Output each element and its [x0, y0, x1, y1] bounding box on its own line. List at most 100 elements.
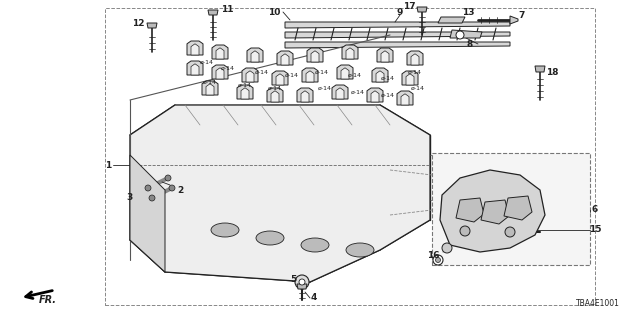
Bar — [432, 153, 590, 265]
Text: 10: 10 — [268, 7, 280, 17]
Polygon shape — [216, 48, 224, 59]
Polygon shape — [438, 17, 465, 23]
Polygon shape — [306, 71, 314, 82]
Polygon shape — [191, 64, 199, 75]
Circle shape — [435, 258, 440, 262]
Text: ø-14: ø-14 — [348, 73, 362, 77]
Polygon shape — [277, 51, 293, 65]
Polygon shape — [301, 91, 309, 102]
Polygon shape — [377, 48, 393, 62]
Text: 17: 17 — [403, 2, 416, 11]
Text: ø-14: ø-14 — [203, 79, 217, 84]
Polygon shape — [247, 48, 263, 62]
Polygon shape — [242, 68, 258, 82]
Polygon shape — [297, 284, 307, 289]
Text: FR.: FR. — [39, 295, 57, 305]
Polygon shape — [241, 88, 249, 99]
Text: 15: 15 — [589, 226, 601, 235]
Polygon shape — [332, 85, 348, 99]
Text: 5: 5 — [290, 276, 296, 284]
Text: 2: 2 — [177, 186, 183, 195]
Text: 7: 7 — [519, 11, 525, 20]
Polygon shape — [337, 65, 353, 79]
Polygon shape — [216, 68, 224, 79]
Ellipse shape — [256, 231, 284, 245]
Polygon shape — [372, 68, 388, 82]
Text: 6: 6 — [592, 205, 598, 214]
Circle shape — [505, 227, 515, 237]
Polygon shape — [297, 88, 313, 102]
Text: 13: 13 — [461, 7, 474, 17]
Text: 11: 11 — [221, 4, 234, 13]
Polygon shape — [202, 81, 218, 95]
Circle shape — [145, 185, 151, 191]
Polygon shape — [267, 88, 283, 102]
Polygon shape — [302, 68, 318, 82]
Polygon shape — [130, 105, 430, 282]
Text: 3: 3 — [127, 194, 133, 203]
Polygon shape — [212, 65, 228, 79]
Text: ø-14: ø-14 — [221, 66, 235, 70]
Polygon shape — [411, 54, 419, 65]
Polygon shape — [285, 22, 510, 28]
Polygon shape — [456, 198, 484, 222]
Ellipse shape — [211, 223, 239, 237]
Text: 9: 9 — [397, 7, 403, 17]
Circle shape — [456, 31, 464, 39]
Ellipse shape — [346, 243, 374, 257]
Text: 18: 18 — [546, 68, 558, 76]
Text: ø-14: ø-14 — [200, 60, 214, 65]
Polygon shape — [481, 200, 509, 224]
Polygon shape — [397, 91, 413, 105]
Polygon shape — [367, 88, 383, 102]
Polygon shape — [246, 71, 254, 82]
Polygon shape — [147, 23, 157, 28]
Polygon shape — [276, 74, 284, 85]
Text: 4: 4 — [311, 293, 317, 302]
Polygon shape — [285, 42, 510, 48]
Polygon shape — [187, 61, 203, 75]
Text: ø-14: ø-14 — [408, 69, 422, 75]
Text: 12: 12 — [132, 19, 145, 28]
Polygon shape — [406, 74, 414, 85]
Polygon shape — [381, 51, 389, 62]
Polygon shape — [272, 71, 288, 85]
Polygon shape — [346, 48, 354, 59]
Polygon shape — [251, 51, 259, 62]
Polygon shape — [504, 196, 532, 220]
Polygon shape — [401, 94, 409, 105]
Circle shape — [433, 255, 443, 265]
Circle shape — [442, 243, 452, 253]
Polygon shape — [130, 155, 165, 272]
Text: ø-14: ø-14 — [381, 92, 395, 98]
Polygon shape — [417, 7, 427, 12]
Polygon shape — [440, 170, 545, 252]
Text: TBA4E1001: TBA4E1001 — [576, 299, 620, 308]
Text: ø-14: ø-14 — [238, 83, 252, 87]
Circle shape — [169, 185, 175, 191]
Circle shape — [165, 175, 171, 181]
Text: ø-14: ø-14 — [411, 85, 425, 91]
Circle shape — [295, 275, 309, 289]
Polygon shape — [187, 41, 203, 55]
Polygon shape — [407, 51, 423, 65]
Text: ø-14: ø-14 — [381, 76, 395, 81]
Polygon shape — [341, 68, 349, 79]
Polygon shape — [450, 30, 482, 38]
Polygon shape — [376, 71, 384, 82]
Circle shape — [299, 279, 305, 285]
Polygon shape — [212, 45, 228, 59]
Text: ø-14: ø-14 — [315, 69, 329, 75]
Polygon shape — [285, 32, 510, 38]
Polygon shape — [237, 85, 253, 99]
Bar — [105, 8, 595, 305]
Polygon shape — [208, 10, 218, 15]
Circle shape — [149, 195, 155, 201]
Text: 1: 1 — [105, 161, 111, 170]
Text: ø-14: ø-14 — [285, 73, 299, 77]
Text: ø-14: ø-14 — [318, 85, 332, 91]
Polygon shape — [191, 44, 199, 55]
Polygon shape — [510, 16, 518, 24]
Polygon shape — [336, 88, 344, 99]
Polygon shape — [271, 91, 279, 102]
